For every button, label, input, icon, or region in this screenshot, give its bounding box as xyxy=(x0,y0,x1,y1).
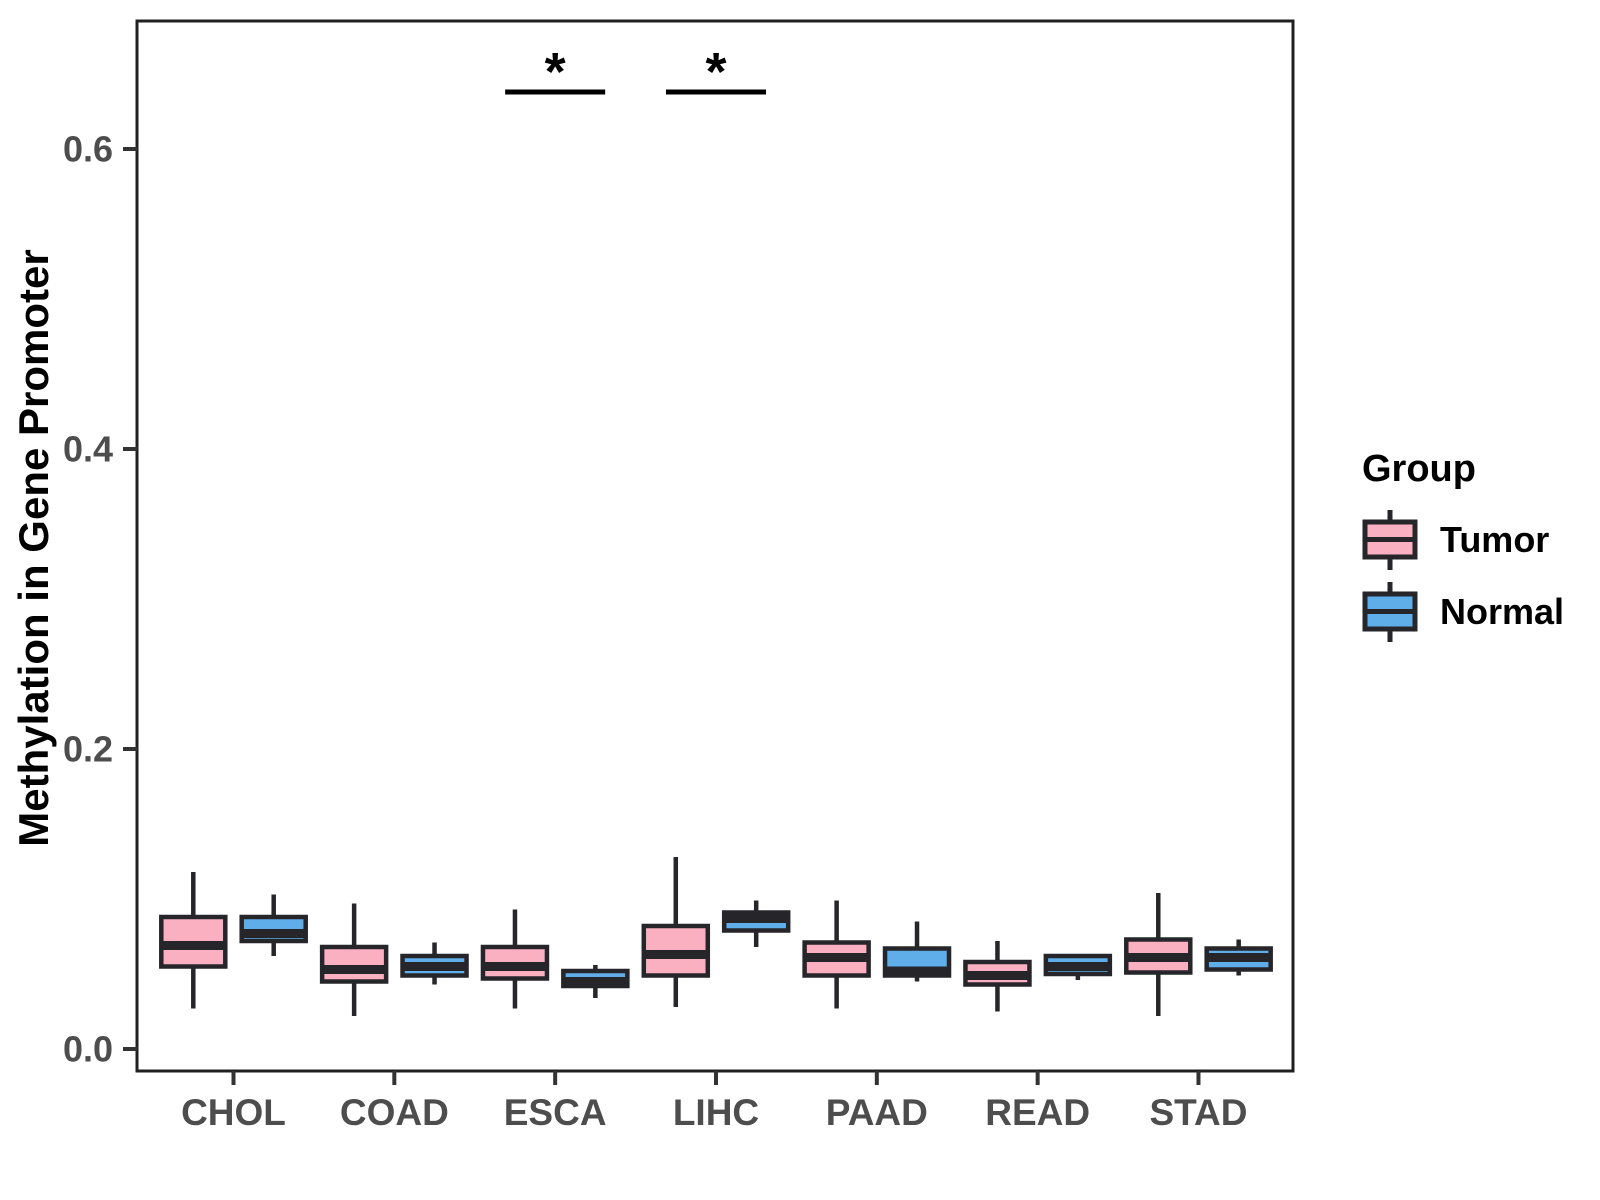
y-tick-label: 0.0 xyxy=(63,1029,113,1070)
boxplot-stad-normal xyxy=(1204,939,1273,976)
legend-item-tumor: Tumor xyxy=(1362,509,1564,571)
normal-boxplot-key-icon xyxy=(1362,582,1418,642)
legend-title: Group xyxy=(1362,448,1476,490)
significance-star-esca: * xyxy=(545,42,566,102)
legend: Group Tumor Normal xyxy=(1362,448,1564,653)
panel-border xyxy=(135,19,1295,1073)
y-axis-title: Methylation in Gene Promoter xyxy=(10,249,57,847)
boxplot-lihc-tumor xyxy=(641,857,711,1007)
x-tick-label-chol: CHOL xyxy=(181,1092,286,1133)
legend-label-tumor: Tumor xyxy=(1440,519,1550,560)
legend-item-normal: Normal xyxy=(1362,581,1564,643)
boxplot-read-normal xyxy=(1043,953,1113,980)
boxplot-lihc-normal xyxy=(721,900,791,947)
boxplot-coad-normal xyxy=(400,942,469,985)
boxplot-esca-tumor xyxy=(480,909,550,1009)
y-tick-label: 0.6 xyxy=(63,129,113,170)
x-tick-label-coad: COAD xyxy=(340,1092,449,1133)
boxplot-chol-normal xyxy=(239,894,308,956)
boxplot-chol-tumor xyxy=(159,872,228,1009)
boxplot-paad-normal xyxy=(882,921,952,982)
boxplot-paad-tumor xyxy=(802,900,871,1009)
x-tick-label-lihc: LIHC xyxy=(673,1092,759,1133)
legend-label-normal: Normal xyxy=(1440,591,1565,632)
box xyxy=(319,944,389,984)
tumor-boxplot-key-icon xyxy=(1362,510,1418,570)
boxplot-stad-tumor xyxy=(1124,893,1193,1016)
boxplot-esca-normal xyxy=(561,965,630,998)
significance-star-lihc: * xyxy=(705,42,726,102)
x-tick-label-read: READ xyxy=(985,1092,1090,1133)
y-tick-label: 0.4 xyxy=(63,429,113,470)
y-tick-label: 0.2 xyxy=(63,729,113,770)
boxplot-coad-tumor xyxy=(319,903,389,1016)
x-tick-label-stad: STAD xyxy=(1149,1092,1247,1133)
x-tick-label-esca: ESCA xyxy=(504,1092,607,1133)
x-tick-label-paad: PAAD xyxy=(826,1092,928,1133)
boxplot-read-tumor xyxy=(963,941,1032,1012)
